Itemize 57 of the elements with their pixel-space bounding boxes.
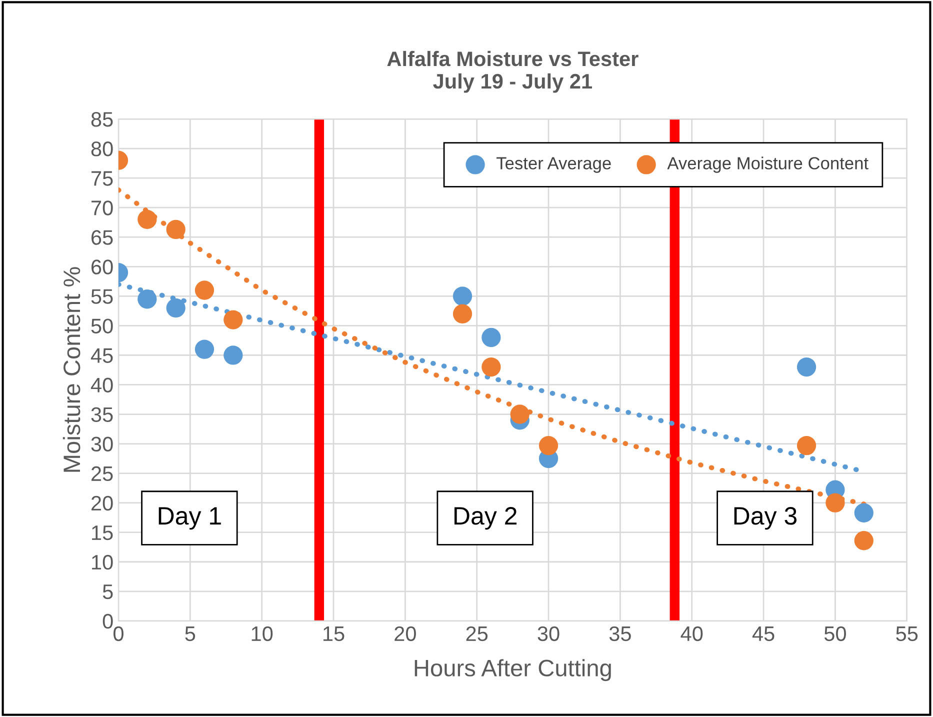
y-tick-label: 85 (91, 112, 113, 127)
y-tick-label: 50 (91, 318, 113, 334)
point (138, 290, 157, 309)
y-tick-label: 20 (92, 496, 113, 511)
annotation: Day 1 (158, 507, 221, 530)
point (796, 357, 816, 377)
x-tick-label: 25 (466, 626, 488, 642)
point (452, 304, 472, 324)
x-tick-label: 10 (252, 626, 273, 642)
x-tick-label: 50 (824, 626, 846, 642)
point (224, 346, 243, 365)
point (166, 220, 186, 240)
point (138, 210, 157, 229)
y-tick-label: 65 (92, 230, 113, 245)
point (166, 298, 186, 318)
x-tick-label: 35 (609, 626, 631, 642)
x-tick-label: 5 (185, 626, 196, 642)
y-tick-label: 75 (92, 171, 113, 186)
y-tick-label: 10 (92, 554, 113, 570)
point (510, 404, 530, 424)
y-tick-label: 35 (91, 407, 113, 422)
point (452, 286, 472, 306)
x-tick-label: 20 (394, 626, 416, 642)
y-tick-label: 5 (102, 584, 113, 600)
y-tick-label: 70 (92, 200, 113, 216)
legend-label: Tester Average (496, 157, 611, 173)
x-tick-label: 0 (114, 626, 124, 642)
point (482, 328, 501, 348)
y-tick-label: 45 (90, 348, 113, 363)
y-tick-label: 0 (102, 614, 113, 629)
y-tick-label: 30 (91, 436, 113, 452)
point (826, 493, 845, 512)
point (482, 357, 501, 377)
point (194, 340, 214, 359)
point (796, 436, 816, 456)
y-tick-label: 15 (92, 526, 113, 540)
x-axis-title: Hours After Cutting (414, 659, 611, 682)
point (194, 280, 214, 300)
x-tick-label: 45 (752, 626, 774, 642)
point (854, 531, 874, 550)
x-tick-label: 55 (896, 626, 918, 642)
y-tick-label: 60 (92, 260, 113, 274)
y-tick-label: 25 (92, 466, 113, 482)
x-tick-label: 30 (538, 626, 560, 642)
point (224, 310, 243, 330)
y-tick-label: 80 (91, 142, 113, 156)
annotation: Day 2 (454, 507, 516, 530)
chart-title: Alfalfa Moisture vs Tester July 19 - July 21 (387, 50, 638, 93)
y-axis-title: Moisture Content % (62, 267, 80, 472)
point (854, 503, 874, 522)
annotation: Day 3 (734, 507, 797, 530)
x-tick-label: 15 (324, 626, 344, 642)
y-tick-label: 55 (91, 289, 113, 304)
point (538, 436, 558, 456)
x-tick-label: 40 (680, 626, 703, 642)
y-tick-label: 40 (90, 378, 113, 392)
legend-label: Average Moisture Content (667, 156, 868, 173)
